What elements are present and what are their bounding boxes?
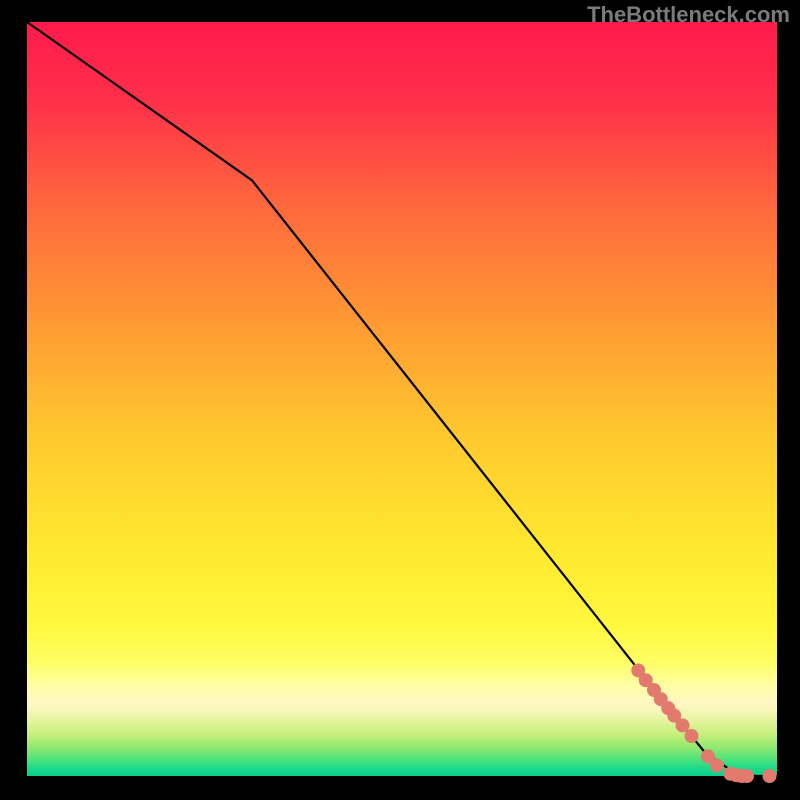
curve-marker [711,759,724,772]
watermark-text: TheBottleneck.com [587,2,790,28]
curve-marker [763,770,776,783]
chart-plot-area [27,22,777,776]
curve-line [27,22,777,776]
curve-markers [632,664,776,783]
chart-svg-layer [27,22,777,776]
curve-marker [676,719,689,732]
curve-marker [741,770,754,783]
curve-marker [685,730,698,743]
